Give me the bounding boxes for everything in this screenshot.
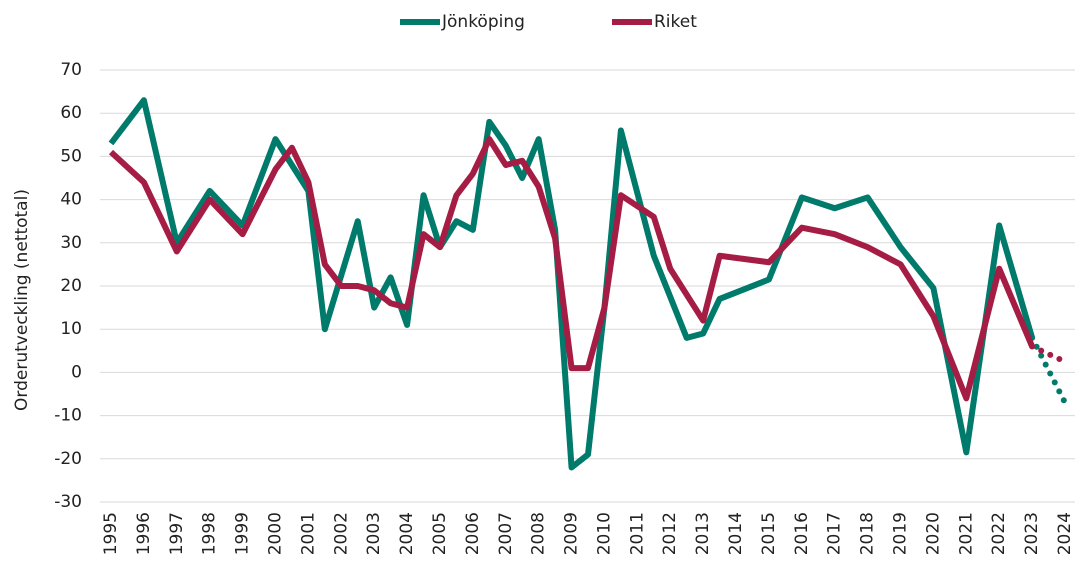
y-tick-label: -10: [54, 406, 82, 426]
x-tick-label: 2013: [693, 512, 713, 555]
x-tick-label: 2018: [858, 512, 878, 555]
x-tick-label: 2004: [397, 512, 417, 555]
legend-label: Riket: [654, 12, 697, 32]
y-tick-label: 50: [60, 146, 82, 166]
x-tick-label: 2010: [594, 512, 614, 555]
y-tick-label: 40: [60, 190, 82, 210]
y-tick-label: 70: [60, 60, 82, 80]
x-tick-label: 2000: [265, 512, 285, 555]
x-tick-label: 2015: [759, 512, 779, 555]
x-tick-label: 1998: [200, 512, 220, 555]
x-tick-label: 2021: [956, 512, 976, 555]
forecast-line: [1029, 343, 1068, 365]
x-tick-label: 2001: [298, 512, 318, 555]
x-tick-label: 2003: [364, 512, 384, 555]
x-tick-label: 2022: [989, 512, 1009, 555]
forecast-line: [1029, 334, 1068, 406]
y-tick-label: 60: [60, 103, 82, 123]
line: [108, 97, 1035, 471]
x-tick-label: 2012: [660, 512, 680, 555]
x-tick-label: 2007: [496, 512, 516, 555]
x-tick-label: 2011: [627, 512, 647, 555]
x-tick-label: 2016: [792, 512, 812, 555]
line: [108, 136, 1035, 402]
x-tick-label: 1996: [134, 512, 154, 555]
x-tick-label: 2008: [529, 512, 549, 555]
x-tick-label: 2006: [463, 512, 483, 555]
x-tick-label: 2019: [891, 512, 911, 555]
x-tick-label: 2014: [726, 512, 746, 555]
x-tick-label: 2024: [1055, 512, 1075, 555]
x-tick-label: 1997: [167, 512, 187, 555]
y-tick-label: 10: [60, 319, 82, 339]
x-tick-label: 1999: [233, 512, 253, 555]
y-tick-label: 0: [71, 362, 82, 382]
y-axis-label: Orderutveckling (nettotal): [12, 189, 32, 411]
x-tick-label: 2020: [923, 512, 943, 555]
x-tick-label: 2009: [562, 512, 582, 555]
x-tick-label: 2002: [331, 512, 351, 555]
y-tick-label: -30: [54, 492, 82, 512]
x-tick-label: 1995: [101, 512, 121, 555]
x-tick-label: 2017: [825, 512, 845, 555]
legend-label: Jönköping: [441, 12, 525, 32]
y-tick-label: 20: [60, 276, 82, 296]
y-tick-label: 30: [60, 233, 82, 253]
x-tick-label: 2005: [430, 512, 450, 555]
x-tick-label: 2023: [1022, 512, 1042, 555]
y-tick-label: -20: [54, 449, 82, 469]
